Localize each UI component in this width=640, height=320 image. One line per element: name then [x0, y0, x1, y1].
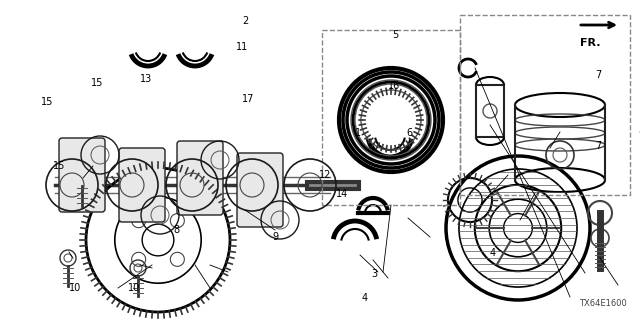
FancyBboxPatch shape — [237, 153, 283, 227]
Bar — [322, 30, 460, 205]
Text: 15: 15 — [40, 97, 53, 107]
Text: 17: 17 — [242, 93, 255, 104]
FancyBboxPatch shape — [59, 138, 105, 212]
Text: 6: 6 — [406, 128, 413, 138]
Text: 3: 3 — [371, 268, 378, 279]
Text: 9: 9 — [272, 232, 278, 242]
Text: TX64E1600: TX64E1600 — [579, 299, 627, 308]
Text: FR.: FR. — [580, 38, 600, 48]
Text: 8: 8 — [173, 225, 179, 235]
Text: 13: 13 — [140, 74, 152, 84]
Text: 12: 12 — [319, 170, 332, 180]
Text: 2: 2 — [242, 16, 248, 26]
Text: 1: 1 — [355, 128, 362, 138]
Text: 14: 14 — [336, 188, 349, 199]
FancyBboxPatch shape — [177, 141, 223, 215]
FancyBboxPatch shape — [119, 148, 165, 222]
Text: 5: 5 — [392, 30, 399, 40]
Text: 4: 4 — [490, 248, 496, 258]
Text: 16: 16 — [387, 81, 400, 91]
Text: 7: 7 — [595, 140, 602, 151]
Text: 15: 15 — [53, 161, 66, 172]
Text: 4: 4 — [362, 292, 368, 303]
Text: 10: 10 — [128, 283, 141, 293]
Text: 10: 10 — [69, 283, 82, 293]
Text: 7: 7 — [595, 70, 602, 80]
Text: 15: 15 — [91, 78, 104, 88]
Text: 11: 11 — [236, 42, 248, 52]
